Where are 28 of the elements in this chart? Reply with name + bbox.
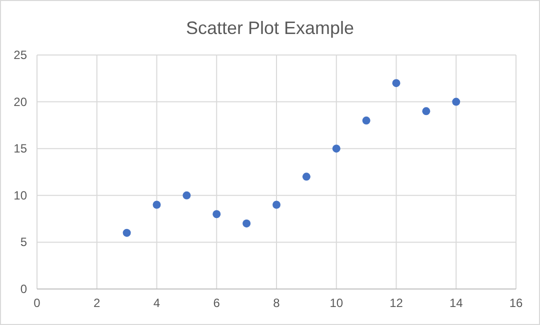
- x-tick-label: 4: [153, 296, 160, 310]
- point: [332, 144, 340, 153]
- point: [362, 116, 370, 125]
- x-tick-label: 12: [390, 296, 404, 310]
- y-tick-label: 15: [14, 142, 28, 156]
- point: [392, 79, 400, 88]
- x-tick-label: 6: [213, 296, 220, 310]
- point: [152, 200, 161, 209]
- chart-title: Scatter Plot Example: [186, 18, 354, 38]
- point: [242, 219, 251, 228]
- x-tick-label: 10: [330, 296, 344, 310]
- point: [302, 172, 310, 181]
- point: [182, 191, 191, 200]
- y-tick-label: 25: [14, 48, 28, 62]
- x-tick-label: 14: [449, 296, 464, 310]
- point: [422, 107, 430, 116]
- point: [272, 200, 280, 209]
- x-tick-label: 16: [509, 296, 523, 310]
- y-tick-label: 20: [14, 94, 28, 109]
- y-tick-label: 5: [20, 235, 28, 250]
- y-tick-label: 10: [14, 188, 28, 202]
- point: [122, 228, 131, 237]
- point: [452, 98, 460, 106]
- x-tick-label: 2: [94, 296, 101, 310]
- point: [212, 210, 221, 218]
- y-tick-label: 0: [20, 282, 28, 296]
- x-tick-label: 8: [273, 296, 280, 310]
- x-tick-label: 0: [34, 296, 41, 310]
